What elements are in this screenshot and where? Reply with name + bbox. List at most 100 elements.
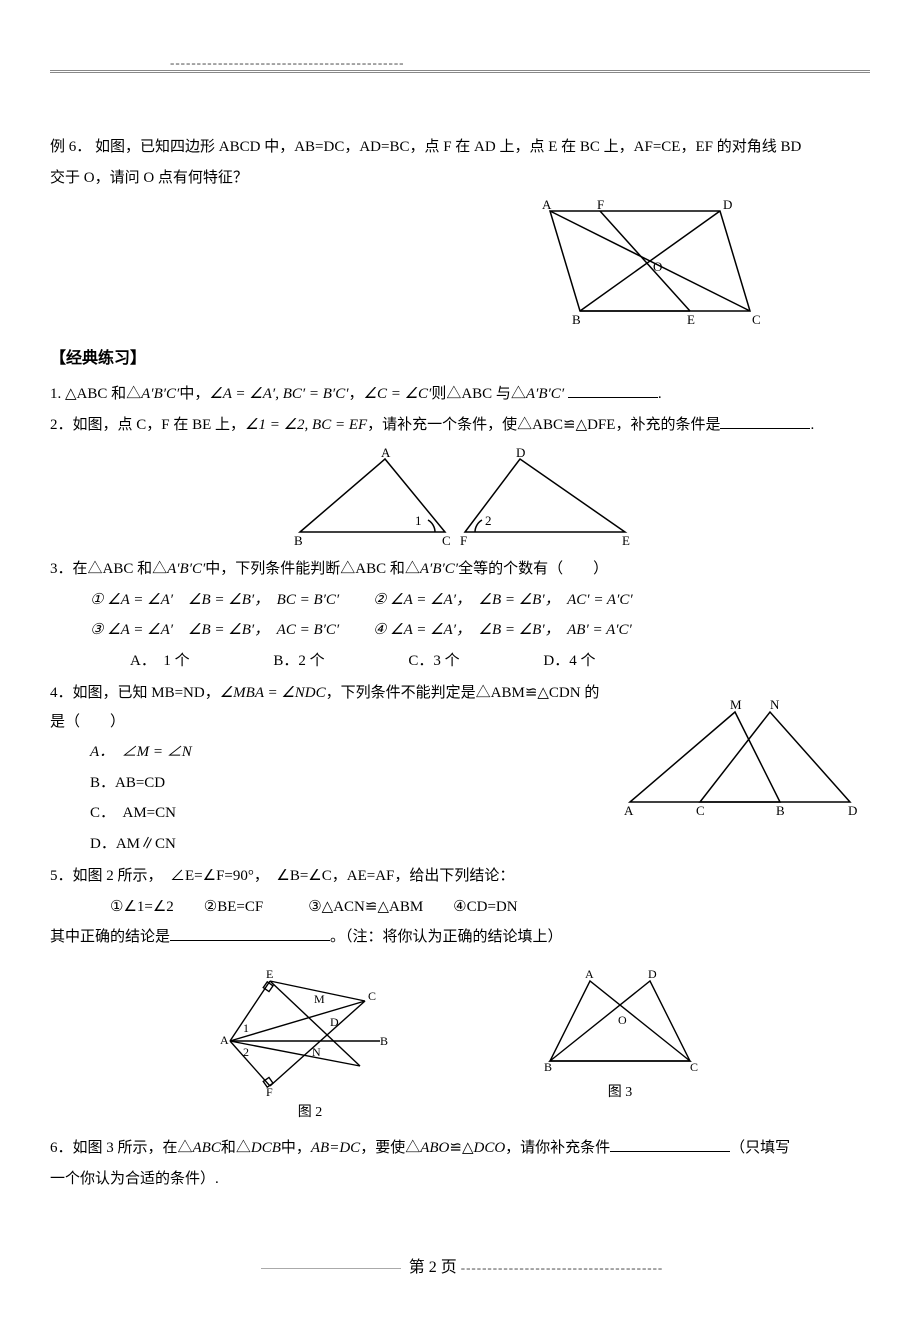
- q2-figure-row: A D B C F E 1 2: [50, 447, 870, 547]
- q6-pre: 6．如图 3 所示，在△: [50, 1140, 193, 1156]
- figure-2: E C M D A B N F 1 2: [210, 966, 410, 1096]
- q3-opt2: ② ∠A = ∠A′， ∠B = ∠B′， AC′ = A′C′: [373, 592, 633, 608]
- example6-label: 例 6．: [50, 139, 91, 155]
- q3-opts-row1: ① ∠A = ∠A′ ∠B = ∠B′， BC = B′C′ ② ∠A = ∠A…: [50, 586, 870, 615]
- svg-text:2: 2: [243, 1045, 249, 1059]
- example6-line1: 例 6． 如图，已知四边形 ABCD 中，AB=DC，AD=BC，点 F 在 A…: [50, 133, 870, 162]
- q4-line1: 4．如图，已知 MB=ND，∠MBA = ∠NDC，下列条件不能判定是△ABM≌…: [50, 679, 600, 736]
- q5-l3pre: 其中正确的结论是: [50, 929, 170, 945]
- q1-m1: A′B′C′: [141, 386, 179, 402]
- svg-text:O: O: [653, 259, 662, 274]
- svg-text:C: C: [696, 803, 705, 817]
- svg-text:F: F: [266, 1085, 273, 1096]
- q6-dco: DCO: [473, 1140, 505, 1156]
- q6-line2: 一个你认为合适的条件）.: [50, 1165, 870, 1194]
- svg-text:C: C: [690, 1060, 698, 1074]
- q5-blank: [170, 927, 330, 941]
- q1-mid1: 中，: [179, 386, 209, 402]
- q4-a: A． ∠M = ∠N: [50, 738, 600, 767]
- q3-opts-row2: ③ ∠A = ∠A′ ∠B = ∠B′， AC = B′C′ ④ ∠A = ∠A…: [50, 616, 870, 645]
- q6-end: （只填写: [730, 1140, 790, 1156]
- svg-text:1: 1: [243, 1021, 249, 1035]
- svg-text:E: E: [622, 533, 630, 547]
- svg-text:1: 1: [415, 513, 422, 528]
- q1-prefix: 1. △ABC 和△: [50, 386, 141, 402]
- q6-eq: AB=DC: [311, 1140, 360, 1156]
- svg-text:A: A: [624, 803, 634, 817]
- svg-text:B: B: [294, 533, 303, 547]
- q5-opts: ①∠1=∠2 ②BE=CF ③△ACN≌△ABM ④CD=DN: [50, 893, 870, 922]
- q6-blank: [610, 1138, 730, 1152]
- svg-text:C: C: [752, 312, 761, 326]
- q5-line3: 其中正确的结论是 。（注：将你认为正确的结论填上）: [50, 923, 870, 952]
- svg-text:F: F: [597, 197, 604, 212]
- figure-q2: A D B C F E 1 2: [270, 447, 650, 547]
- q6-abo: ABO: [420, 1140, 449, 1156]
- example6-figure-row: A F D B E C O: [50, 196, 870, 326]
- svg-text:O: O: [618, 1013, 627, 1027]
- q6-mid4: ≌△: [449, 1140, 473, 1156]
- svg-text:N: N: [312, 1045, 321, 1059]
- q6-dcb: DCB: [251, 1140, 281, 1156]
- q3-opt4: ④ ∠A = ∠A′， ∠B = ∠B′， AB′ = A′C′: [373, 622, 632, 638]
- svg-text:A: A: [220, 1033, 229, 1047]
- q2-prefix: 2．如图，点 C，F 在 BE 上，: [50, 417, 245, 433]
- q5-figure-row: E C M D A B N F 1 2 图 2: [50, 966, 870, 1127]
- q6-mid3: ，要使△: [360, 1140, 420, 1156]
- q2: 2．如图，点 C，F 在 BE 上，∠1 = ∠2, BC = EF，请补充一个…: [50, 411, 870, 440]
- q1-eq1: ∠A = ∠A′, BC′ = B′C′: [209, 386, 348, 402]
- q1-mid2: 则△ABC 与△: [431, 386, 526, 402]
- svg-text:E: E: [687, 312, 695, 326]
- q1-comma: ，: [349, 386, 364, 402]
- q3-opt3: ③ ∠A = ∠A′ ∠B = ∠B′， AC = B′C′: [90, 622, 339, 638]
- q2-end: .: [810, 417, 814, 433]
- q2-blank: [720, 415, 810, 429]
- svg-text:D: D: [330, 1015, 339, 1029]
- q3-choices: A． 1 个 B．2 个 C．3 个 D．4 个: [50, 647, 870, 676]
- q6-abc: ABC: [193, 1140, 221, 1156]
- fig3-caption: 图 3: [530, 1080, 710, 1107]
- svg-text:N: N: [770, 697, 780, 712]
- figure-ex6: A F D B E C O: [520, 196, 770, 326]
- svg-text:B: B: [572, 312, 581, 326]
- svg-text:C: C: [368, 989, 376, 1003]
- svg-text:C: C: [442, 533, 451, 547]
- q1-m2: A′B′C′: [526, 386, 564, 402]
- svg-text:A: A: [585, 967, 594, 981]
- q3-end: 全等的个数有（ ）: [458, 561, 608, 577]
- q1-eq2: ∠C = ∠C′: [364, 386, 432, 402]
- q6-mid2: 中，: [281, 1140, 311, 1156]
- svg-text:2: 2: [485, 513, 492, 528]
- q4-c: C． AM=CN: [50, 799, 600, 828]
- q3-choice-d: D．4 个: [543, 647, 595, 676]
- example6-line2: 交于 O，请问 O 点有何特征？: [50, 164, 870, 193]
- q4-b: B．AB=CD: [50, 769, 600, 798]
- q3-choice-a: A． 1 个: [130, 647, 190, 676]
- figure-q4: M N A C B D: [610, 697, 870, 817]
- q5-l3post: 。（注：将你认为正确的结论填上）: [330, 929, 563, 945]
- q4-eq: ∠MBA = ∠NDC: [220, 685, 326, 701]
- fig2-block: E C M D A B N F 1 2 图 2: [210, 966, 410, 1127]
- svg-text:D: D: [648, 967, 657, 981]
- svg-text:A: A: [542, 197, 552, 212]
- q6-line1: 6．如图 3 所示，在△ABC和△DCB中，AB=DC，要使△ABO≌△DCO，…: [50, 1134, 870, 1163]
- q4-a-text: A． ∠M = ∠N: [90, 744, 192, 760]
- svg-text:D: D: [723, 197, 732, 212]
- q3-m2: A′B′C′: [420, 561, 458, 577]
- svg-text:M: M: [730, 697, 742, 712]
- q3-line1: 3．在△ABC 和△A′B′C′中，下列条件能判断△ABC 和△A′B′C′全等…: [50, 555, 870, 584]
- footer-page-label: 第 2 页: [409, 1259, 457, 1276]
- q4-block: 4．如图，已知 MB=ND，∠MBA = ∠NDC，下列条件不能判定是△ABM≌…: [50, 677, 870, 860]
- q3-choice-b: B．2 个: [273, 647, 324, 676]
- svg-text:B: B: [380, 1034, 388, 1048]
- svg-text:D: D: [516, 447, 525, 460]
- footer: 第 2 页 ----------------------------------…: [50, 1253, 870, 1277]
- q6-mid1: 和△: [221, 1140, 251, 1156]
- q3-mid: 中，下列条件能判断△ABC 和△: [205, 561, 420, 577]
- header-rule: ----------------------------------------…: [50, 70, 870, 73]
- q1-blank: [568, 384, 658, 398]
- fig2-caption: 图 2: [210, 1100, 410, 1127]
- q2-mid: ，请补充一个条件，使△ABC≌△DFE，补充的条件是: [367, 417, 720, 433]
- q4-d: D．AM∥CN: [50, 830, 600, 859]
- header-dashes: ----------------------------------------…: [170, 55, 404, 71]
